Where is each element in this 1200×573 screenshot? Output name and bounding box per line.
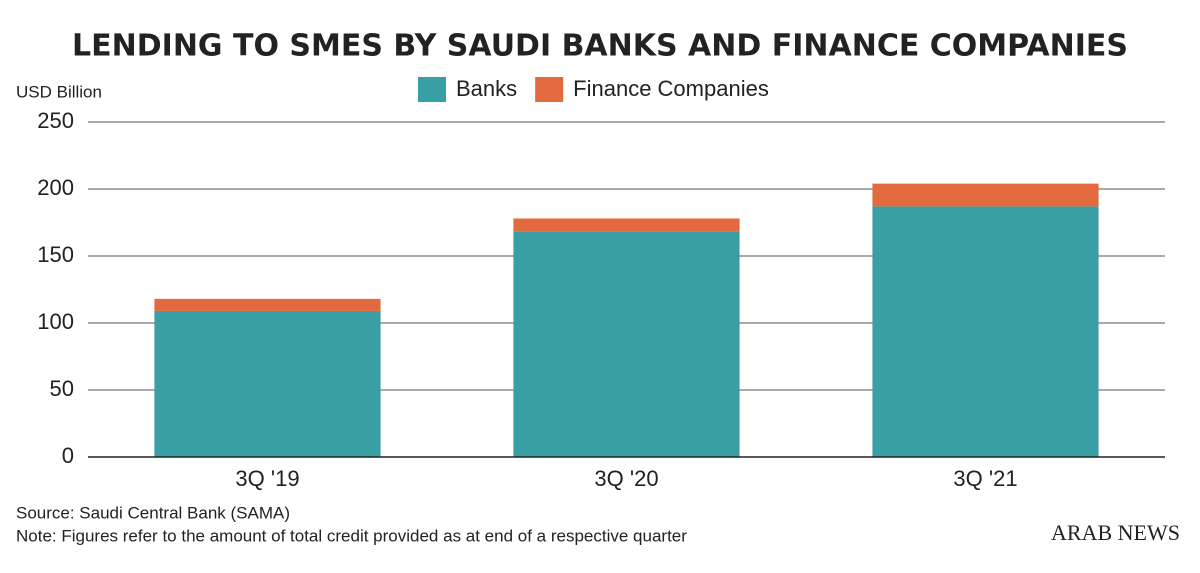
legend-swatch xyxy=(418,77,446,102)
y-axis-label: USD Billion xyxy=(16,82,102,101)
note: Note: Figures refer to the amount of tot… xyxy=(16,526,687,545)
x-tick-label: 3Q '21 xyxy=(953,466,1017,491)
bar-segment xyxy=(872,206,1099,457)
y-tick-label: 250 xyxy=(37,108,74,133)
y-tick-label: 50 xyxy=(50,376,74,401)
logo: ARAB NEWS xyxy=(1051,520,1180,545)
source: Source: Saudi Central Bank (SAMA) xyxy=(16,503,290,522)
y-tick-label: 200 xyxy=(37,175,74,200)
y-tick-label: 150 xyxy=(37,242,74,267)
legend-swatch xyxy=(535,77,564,102)
bar-segment xyxy=(154,310,381,457)
y-tick-label: 0 xyxy=(62,443,74,468)
bar-segment xyxy=(513,218,740,232)
bar-segment xyxy=(154,298,381,311)
x-tick-label: 3Q '20 xyxy=(594,466,658,491)
x-tick-label: 3Q '19 xyxy=(235,466,299,491)
legend-label: Finance Companies xyxy=(573,76,769,101)
y-tick-label: 100 xyxy=(37,309,74,334)
legend-label: Banks xyxy=(456,76,517,101)
bar-segment xyxy=(872,183,1099,207)
chart-title: LENDING TO SMES BY SAUDI BANKS AND FINAN… xyxy=(72,29,1128,64)
bar-segment xyxy=(513,231,740,457)
